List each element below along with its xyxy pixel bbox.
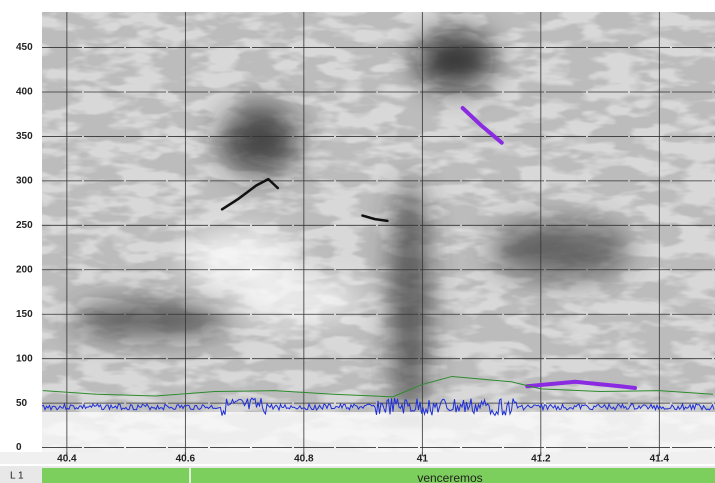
- x-tick-label: 41: [417, 454, 429, 465]
- y-tick-label: 100: [16, 353, 33, 364]
- tier-interval: [42, 468, 715, 483]
- y-tick-label: 450: [16, 42, 33, 53]
- pitch-track: [42, 375, 714, 398]
- pitch-track: [220, 177, 280, 211]
- tier-name: L 1: [10, 471, 24, 482]
- waveform: [41, 397, 715, 417]
- y-tick-label: 150: [16, 309, 33, 320]
- y-tick-label: 350: [16, 131, 33, 142]
- x-tick-label: 41.2: [531, 454, 551, 465]
- y-tick-label: 250: [16, 220, 33, 231]
- x-tick-label: 40.6: [176, 454, 196, 465]
- y-tick-label: 50: [16, 398, 28, 409]
- x-tick-label: 40.4: [57, 454, 77, 465]
- pitch-track: [361, 214, 389, 223]
- x-tick-label: 40.8: [294, 454, 314, 465]
- time-axis-strip: [0, 452, 715, 464]
- y-tick-label: 0: [16, 442, 22, 453]
- pitch-track: [525, 379, 638, 390]
- y-tick-label: 300: [16, 176, 33, 187]
- spectrogram: [42, 12, 715, 452]
- x-tick-label: 41.4: [650, 454, 670, 465]
- y-tick-label: 400: [16, 87, 33, 98]
- tier-label: venceremos: [417, 471, 482, 483]
- pitch-track: [460, 106, 504, 145]
- y-tick-label: 200: [16, 264, 33, 275]
